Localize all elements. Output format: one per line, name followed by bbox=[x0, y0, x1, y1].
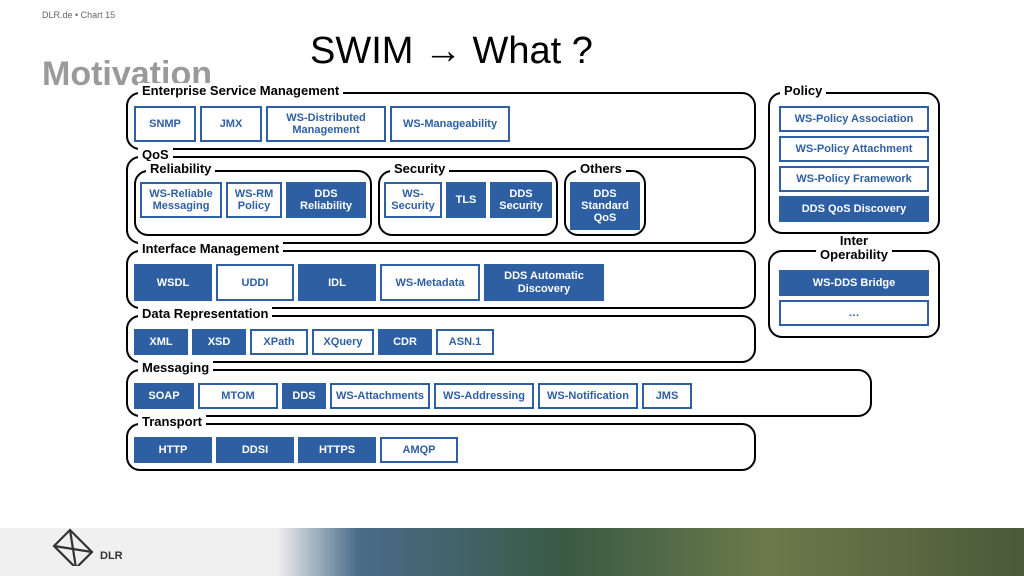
group-label: Data Representation bbox=[138, 306, 272, 321]
tech-box: WS-RM Policy bbox=[226, 182, 282, 218]
tech-box: ASN.1 bbox=[436, 329, 494, 355]
tech-box: SNMP bbox=[134, 106, 196, 142]
layer-group: Enterprise Service ManagementSNMPJMXWS-D… bbox=[126, 92, 756, 150]
tech-box: … bbox=[779, 300, 929, 326]
sub-group: SecurityWS-SecurityTLSDDS Security bbox=[378, 170, 558, 236]
layer-group: QoSReliabilityWS-Reliable MessagingWS-RM… bbox=[126, 156, 756, 244]
tech-box: DDSI bbox=[216, 437, 294, 463]
layer-group: MessagingSOAPMTOMDDSWS-AttachmentsWS-Add… bbox=[126, 369, 872, 417]
subgroup-label: Reliability bbox=[146, 161, 215, 176]
tech-box: CDR bbox=[378, 329, 432, 355]
group-label: Transport bbox=[138, 414, 206, 429]
tech-box: JMS bbox=[642, 383, 692, 409]
tech-box: DDS Standard QoS bbox=[570, 182, 640, 230]
tech-box: IDL bbox=[298, 264, 376, 300]
tech-box: DDS Automatic Discovery bbox=[484, 264, 604, 300]
tech-box: DDS Reliability bbox=[286, 182, 366, 218]
tech-box: UDDI bbox=[216, 264, 294, 300]
tech-box: WS-Metadata bbox=[380, 264, 480, 300]
group-label: Messaging bbox=[138, 360, 213, 375]
dlr-logo-text: DLR bbox=[100, 550, 123, 562]
tech-box: HTTP bbox=[134, 437, 212, 463]
layer-group: Interface ManagementWSDLUDDIIDLWS-Metada… bbox=[126, 250, 756, 308]
tech-box: WS-Security bbox=[384, 182, 442, 218]
tech-box: MTOM bbox=[198, 383, 278, 409]
footer-bar bbox=[0, 528, 1024, 576]
group-label: InterOperability bbox=[816, 234, 892, 263]
tech-box: WS-Attachments bbox=[330, 383, 430, 409]
dlr-logo-icon bbox=[48, 526, 98, 566]
tech-box: JMX bbox=[200, 106, 262, 142]
tech-box: DDS bbox=[282, 383, 326, 409]
group-label: Interface Management bbox=[138, 241, 283, 256]
tech-box: XPath bbox=[250, 329, 308, 355]
tech-box: WS-Addressing bbox=[434, 383, 534, 409]
tech-box: WS-Reliable Messaging bbox=[140, 182, 222, 218]
sub-group: ReliabilityWS-Reliable MessagingWS-RM Po… bbox=[134, 170, 372, 236]
tech-box: TLS bbox=[446, 182, 486, 218]
layer-group: TransportHTTPDDSIHTTPSAMQP bbox=[126, 423, 756, 471]
subgroup-label: Security bbox=[390, 161, 449, 176]
tech-box: XML bbox=[134, 329, 188, 355]
side-group: InterOperabilityWS-DDS Bridge… bbox=[768, 250, 940, 338]
tech-box: AMQP bbox=[380, 437, 458, 463]
tech-box: WS-Policy Association bbox=[779, 106, 929, 132]
page-title: SWIM → What ? bbox=[310, 30, 593, 73]
tech-box: SOAP bbox=[134, 383, 194, 409]
tech-box: DDS QoS Discovery bbox=[779, 196, 929, 222]
side-group: PolicyWS-Policy AssociationWS-Policy Att… bbox=[768, 92, 940, 234]
tech-box: HTTPS bbox=[298, 437, 376, 463]
tech-box: WS-Notification bbox=[538, 383, 638, 409]
tech-box: WS-Manageability bbox=[390, 106, 510, 142]
tech-box: XQuery bbox=[312, 329, 374, 355]
group-label: Enterprise Service Management bbox=[138, 83, 343, 98]
tech-box: WS-Policy Framework bbox=[779, 166, 929, 192]
tech-box: XSD bbox=[192, 329, 246, 355]
tech-box: WS-Distributed Management bbox=[266, 106, 386, 142]
tech-box: WS-Policy Attachment bbox=[779, 136, 929, 162]
group-label: QoS bbox=[138, 147, 173, 162]
tech-box: DDS Security bbox=[490, 182, 552, 218]
tech-box: WSDL bbox=[134, 264, 212, 300]
sub-group: OthersDDS Standard QoS bbox=[564, 170, 646, 236]
tech-box: WS-DDS Bridge bbox=[779, 270, 929, 296]
group-label: Policy bbox=[780, 83, 826, 98]
breadcrumb: DLR.de • Chart 15 bbox=[42, 10, 115, 20]
subgroup-label: Others bbox=[576, 161, 626, 176]
layer-group: Data RepresentationXMLXSDXPathXQueryCDRA… bbox=[126, 315, 756, 363]
